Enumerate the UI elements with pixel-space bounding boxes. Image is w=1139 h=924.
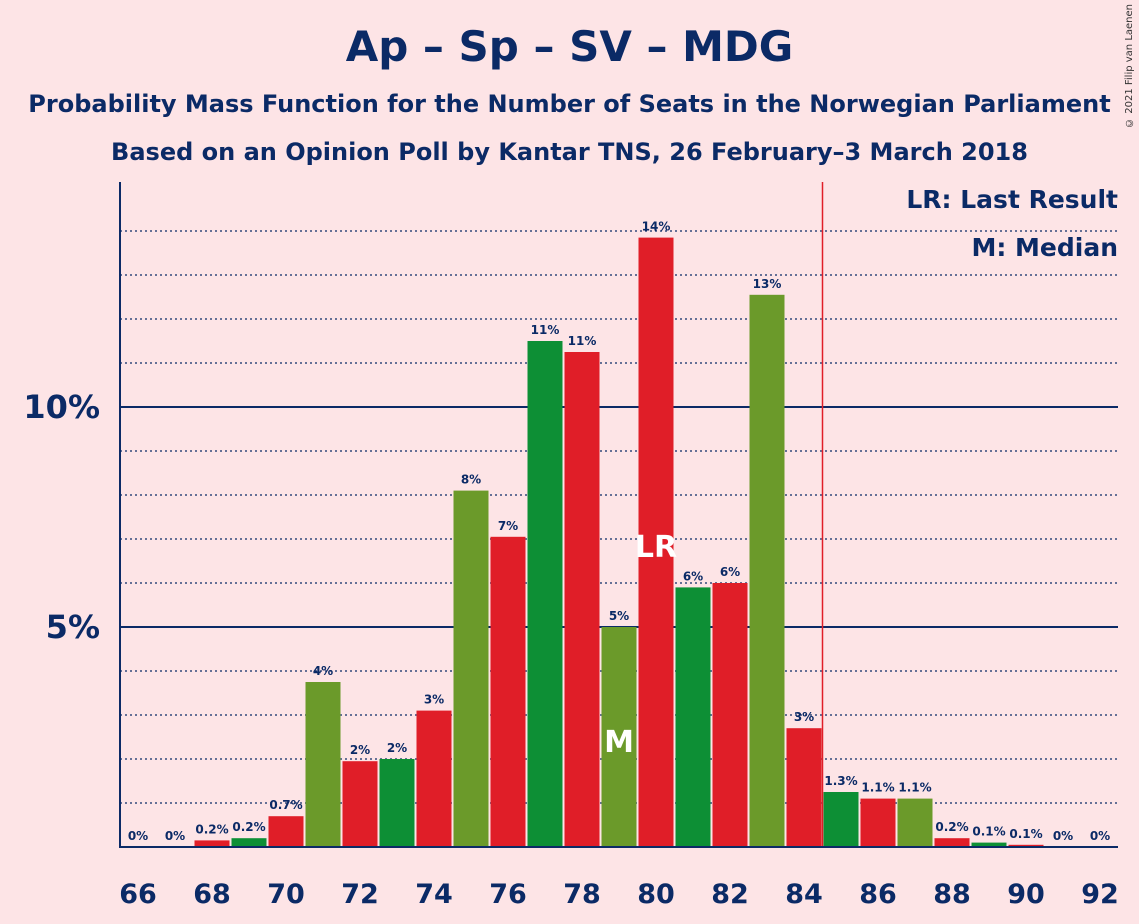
bar-76: [490, 536, 526, 847]
data-label: 6%: [720, 565, 740, 579]
bar-87: [897, 798, 933, 847]
x-tick-label: 78: [563, 879, 601, 910]
data-label: 3%: [794, 710, 814, 724]
data-label: 1.1%: [861, 781, 894, 795]
bar-74: [416, 710, 452, 847]
data-label: 1.1%: [898, 781, 931, 795]
x-tick-label: 92: [1081, 879, 1119, 910]
chart-subtitle: Probability Mass Function for the Number…: [28, 90, 1111, 118]
data-label: 6%: [683, 569, 703, 583]
data-label: 0.1%: [1009, 827, 1042, 841]
data-label: 0.2%: [935, 820, 968, 834]
x-tick-label: 76: [489, 879, 527, 910]
data-label: 2%: [350, 743, 370, 757]
median-marker: M: [604, 725, 634, 760]
bar-80: [638, 237, 674, 848]
y-tick-label: 10%: [23, 388, 100, 426]
bar-70: [268, 816, 304, 847]
bar-68: [194, 840, 230, 847]
legend-median: M: Median: [971, 233, 1118, 262]
data-label: 1.3%: [824, 774, 857, 788]
data-label: 11%: [531, 323, 560, 337]
bar-86: [860, 798, 896, 847]
legend-last-result: LR: Last Result: [906, 185, 1118, 214]
data-label: 0.1%: [972, 825, 1005, 839]
bar-82: [712, 583, 748, 847]
data-label: 3%: [424, 693, 444, 707]
x-tick-label: 90: [1007, 879, 1045, 910]
data-label: 8%: [461, 473, 481, 487]
bar-83: [749, 294, 785, 847]
bar-85: [823, 792, 859, 847]
x-tick-label: 88: [933, 879, 971, 910]
data-label: 0.2%: [195, 822, 228, 836]
bar-90: [1008, 844, 1044, 847]
data-label: 11%: [568, 334, 597, 348]
data-label: 0%: [1053, 829, 1073, 843]
data-label: 13%: [753, 277, 782, 291]
bar-69: [231, 838, 267, 847]
bar-79: [601, 627, 637, 847]
data-label: 7%: [498, 519, 518, 533]
data-label: 0%: [128, 829, 148, 843]
bar-89: [971, 842, 1007, 847]
x-tick-label: 66: [119, 879, 157, 910]
x-tick-label: 70: [267, 879, 305, 910]
data-label: 0%: [1090, 829, 1110, 843]
bar-88: [934, 838, 970, 847]
data-label: 2%: [387, 741, 407, 755]
data-label: 4%: [313, 664, 333, 678]
bar-81: [675, 587, 711, 847]
bar-75: [453, 490, 489, 847]
x-tick-label: 82: [711, 879, 749, 910]
data-label: 0.7%: [269, 798, 302, 812]
bar-77: [527, 341, 563, 847]
x-tick-label: 80: [637, 879, 675, 910]
data-label: 0.2%: [232, 820, 265, 834]
last-result-marker: LR: [635, 530, 677, 565]
x-tick-label: 84: [785, 879, 823, 910]
data-label: 5%: [609, 609, 629, 623]
data-label: 0%: [165, 829, 185, 843]
chart-source: Based on an Opinion Poll by Kantar TNS, …: [111, 138, 1028, 166]
data-label: 14%: [642, 220, 671, 234]
bar-71: [305, 682, 341, 847]
x-tick-label: 86: [859, 879, 897, 910]
x-tick-label: 68: [193, 879, 231, 910]
bar-84: [786, 728, 822, 847]
chart-title: Ap – Sp – SV – MDG: [345, 22, 794, 71]
y-tick-label: 5%: [46, 608, 100, 646]
x-tick-label: 74: [415, 879, 453, 910]
x-tick-label: 72: [341, 879, 379, 910]
bar-73: [379, 759, 415, 847]
bar-72: [342, 761, 378, 847]
bar-78: [564, 352, 600, 847]
